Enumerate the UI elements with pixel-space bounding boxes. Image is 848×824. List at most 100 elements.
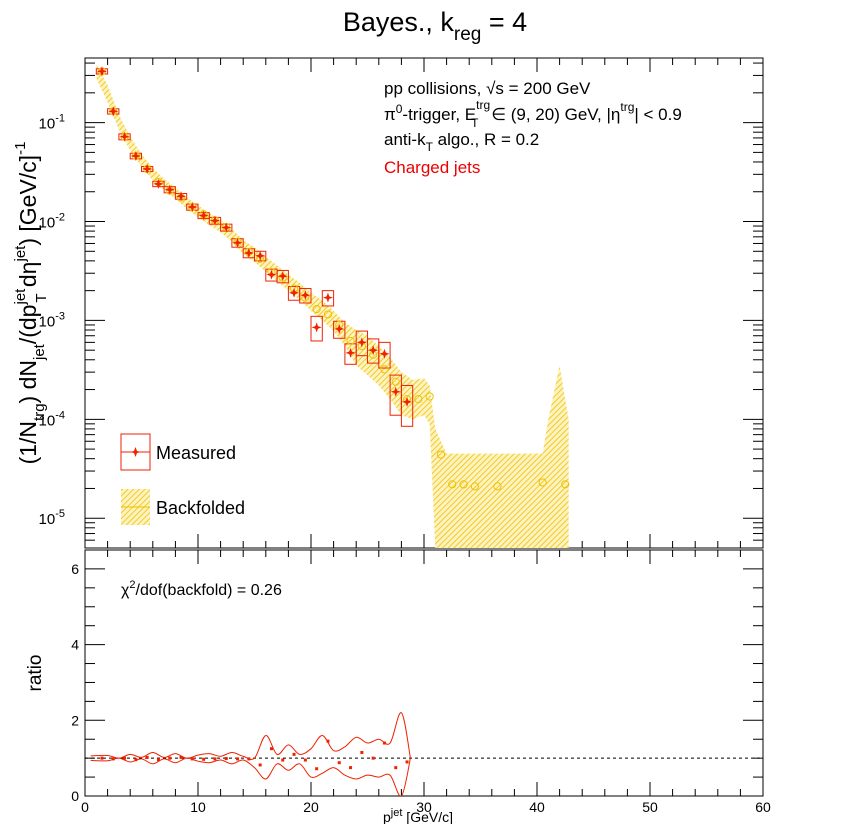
measured-point xyxy=(402,396,413,407)
ratio-band-upper xyxy=(90,712,411,760)
annotation-collisions: pp collisions, √s = 200 GeV xyxy=(384,79,591,98)
measured-point xyxy=(345,347,356,358)
backfolded-uncertainty-band xyxy=(96,64,569,548)
backfolded-point xyxy=(448,480,457,489)
measured-point xyxy=(255,250,266,261)
measured-syst-box xyxy=(378,341,391,369)
measured-point xyxy=(368,345,379,356)
ratio-point xyxy=(190,757,194,761)
legend-measured-label: Measured xyxy=(156,443,236,463)
measured-point xyxy=(334,323,345,334)
x-tick-label: 30 xyxy=(416,799,432,815)
measured-syst-box xyxy=(299,288,312,304)
backfolded-point xyxy=(459,480,468,489)
ratio-axis-label: ratio xyxy=(25,655,46,692)
y-tick-label-top: 10-2 xyxy=(39,212,65,232)
y-tick-label-top: 10-5 xyxy=(39,508,65,528)
x-tick-label: 40 xyxy=(529,799,545,815)
ratio-point xyxy=(111,757,115,761)
measured-point xyxy=(108,106,119,117)
ratio-point xyxy=(360,750,364,754)
measured-point xyxy=(119,131,130,142)
measured-point xyxy=(322,292,333,303)
backfolded-point xyxy=(561,480,570,489)
axis-ticks: 0 10 20 30 40 50 60 10-5 10-4 10-3 10-2 10-1 0 2 4 6 xyxy=(39,58,771,815)
ratio-point xyxy=(269,747,273,751)
backfolded-point xyxy=(425,392,434,401)
y-tick-label-top: 10-3 xyxy=(39,310,65,330)
x-tick-label: 0 xyxy=(81,799,89,815)
annotation-charged-jets: Charged jets xyxy=(384,158,480,177)
ratio-point xyxy=(247,757,251,761)
y-tick-label-bottom: 2 xyxy=(71,712,79,728)
measured-point xyxy=(232,237,243,248)
measured-point xyxy=(277,271,288,282)
ratio-point xyxy=(281,758,285,762)
y-tick-label-bottom: 0 xyxy=(71,788,79,804)
ratio-point xyxy=(349,766,353,770)
ratio-point xyxy=(179,755,183,759)
ratio-point xyxy=(156,758,160,762)
legend: Measured Backfolded xyxy=(120,433,245,525)
measured-point xyxy=(379,348,390,359)
measured-point xyxy=(311,322,322,333)
measured-point xyxy=(289,287,300,298)
y-tick-label-bottom: 6 xyxy=(71,561,79,577)
ratio-point xyxy=(382,741,386,745)
measured-syst-box xyxy=(276,269,289,284)
measured-point xyxy=(176,191,187,202)
measured-point xyxy=(187,202,198,213)
measured-point xyxy=(266,269,277,280)
ratio-point xyxy=(337,761,341,765)
ratio-point xyxy=(168,756,172,760)
ratio-point xyxy=(326,739,330,743)
ratio-point xyxy=(100,756,104,760)
ratio-point xyxy=(224,757,228,761)
x-tick-label: 10 xyxy=(190,799,206,815)
measured-point xyxy=(153,178,164,189)
x-tick-label: 60 xyxy=(755,799,771,815)
measured-syst-box xyxy=(310,315,323,342)
measured-point xyxy=(243,248,254,259)
ratio-point xyxy=(405,760,409,764)
ratio-point xyxy=(371,756,375,760)
measured-point xyxy=(142,163,153,174)
ratio-point xyxy=(145,755,149,759)
y-tick-label-top: 10-4 xyxy=(39,409,65,429)
measured-point xyxy=(130,150,141,161)
measured-syst-box xyxy=(321,290,335,307)
backfolded-point xyxy=(312,305,321,314)
ratio-point xyxy=(394,766,398,770)
chart-title: Bayes., kreg = 4 xyxy=(343,7,527,45)
backfolded-point xyxy=(380,365,389,374)
legend-backfolded-label: Backfolded xyxy=(156,498,245,518)
measured-point xyxy=(96,66,107,77)
ratio-band-lower xyxy=(90,757,411,796)
y-tick-label-bottom: 4 xyxy=(71,637,79,653)
y-axis-label: (1/Ntrg) dNjet/(dpjet T dηjet) [GeV/c]-1 xyxy=(12,142,50,465)
ratio-point xyxy=(202,757,206,761)
annotation-trigger: π0-trigger, Etrg T ∈ (9, 20) GeV, |ηtrg| … xyxy=(384,98,682,130)
backfolded-point xyxy=(470,482,479,491)
measured-point xyxy=(209,215,220,226)
backfolded-point xyxy=(346,336,355,346)
measured-point xyxy=(390,386,401,397)
measured-point xyxy=(221,222,232,233)
measured-point xyxy=(164,184,175,195)
ratio-point xyxy=(236,757,240,761)
ratio-series xyxy=(85,712,763,796)
backfolded-point xyxy=(414,395,423,404)
ratio-point xyxy=(258,763,262,767)
backfolded-point xyxy=(538,478,547,487)
annotation-algorithm: anti-kT algo., R = 0.2 xyxy=(384,130,539,154)
annotation-chi2: χ2/dof(backfold) = 0.26 xyxy=(121,579,282,599)
ratio-point xyxy=(213,757,217,761)
measured-point xyxy=(356,337,367,348)
measured-syst-box xyxy=(400,384,414,427)
backfolded-band xyxy=(96,64,569,548)
ratio-point xyxy=(292,752,296,756)
x-axis-label: pjet [GeV/c] xyxy=(383,807,453,824)
data-markers xyxy=(96,66,570,491)
ratio-point xyxy=(303,758,307,762)
legend-measured-marker xyxy=(130,447,141,457)
